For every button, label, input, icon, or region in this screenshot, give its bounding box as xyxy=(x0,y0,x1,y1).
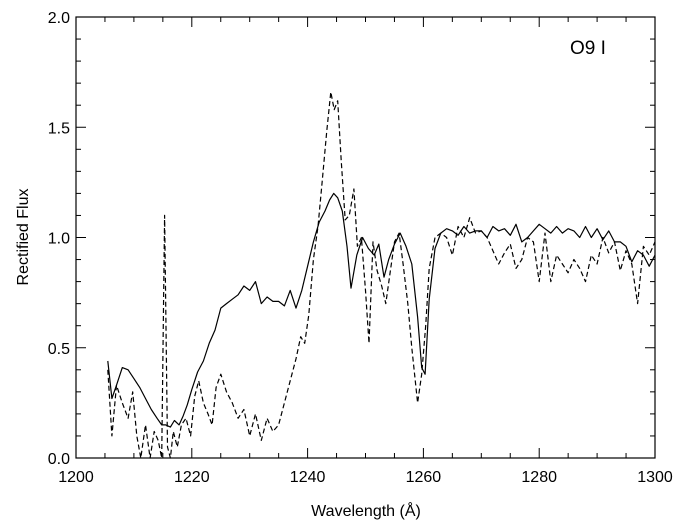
x-tick-label: 1260 xyxy=(406,469,442,486)
y-tick-label: 1.5 xyxy=(48,120,70,137)
y-axis-ticks: 0.0 0.5 1.0 1.5 2.0 xyxy=(48,10,655,468)
y-tick-label: 0.5 xyxy=(48,341,70,358)
x-tick-label: 1220 xyxy=(174,469,210,486)
x-tick-label: 1240 xyxy=(290,469,326,486)
y-axis-label: Rectified Flux xyxy=(15,189,32,286)
x-axis-label: Wavelength (Å) xyxy=(311,501,421,520)
y-tick-label: 0.0 xyxy=(48,451,70,468)
x-axis-ticks: 1200 1220 1240 1260 1280 1300 xyxy=(58,17,673,486)
x-tick-label: 1200 xyxy=(58,469,94,486)
x-tick-label: 1300 xyxy=(637,469,673,486)
y-tick-label: 1.0 xyxy=(48,231,70,248)
dashed-spectrum-line xyxy=(107,91,656,459)
spectral-type-annotation: O9 I xyxy=(570,38,606,59)
y-tick-label: 2.0 xyxy=(48,10,70,27)
series-layer xyxy=(107,91,656,459)
x-tick-label: 1280 xyxy=(521,469,557,486)
solid-spectrum-line xyxy=(107,192,656,428)
